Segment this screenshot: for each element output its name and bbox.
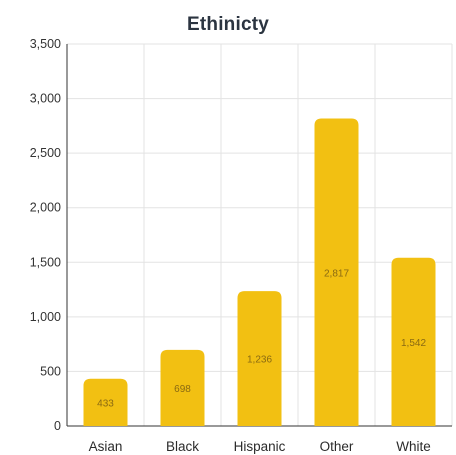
y-tick-label: 1,000 bbox=[30, 310, 61, 324]
y-tick-label: 2,000 bbox=[30, 201, 61, 215]
x-tick-label: Black bbox=[166, 439, 199, 454]
bar-data-label: 433 bbox=[97, 398, 114, 409]
bar-data-label: 1,542 bbox=[401, 338, 426, 349]
bar-hispanic bbox=[237, 291, 282, 426]
bar-other bbox=[314, 118, 359, 427]
bar-data-label: 2,817 bbox=[324, 268, 349, 279]
chart-title: Ethinicty bbox=[186, 14, 270, 35]
bar-black bbox=[160, 349, 205, 426]
y-tick-label: 3,500 bbox=[30, 37, 61, 51]
y-tick-label: 500 bbox=[40, 364, 61, 378]
x-tick-label: White bbox=[396, 439, 431, 454]
bar-white bbox=[391, 257, 436, 426]
bar-data-label: 698 bbox=[174, 384, 191, 395]
x-tick-label: Hispanic bbox=[234, 439, 286, 454]
x-tick-label: Asian bbox=[89, 439, 123, 454]
x-tick-label: Other bbox=[320, 439, 354, 454]
y-tick-label: 3,000 bbox=[30, 92, 61, 106]
y-tick-label: 1,500 bbox=[30, 255, 61, 269]
y-tick-label: 0 bbox=[54, 419, 61, 433]
bar-asian bbox=[83, 378, 128, 426]
y-tick-label: 2,500 bbox=[30, 146, 61, 160]
bar-data-label: 1,236 bbox=[247, 355, 272, 366]
